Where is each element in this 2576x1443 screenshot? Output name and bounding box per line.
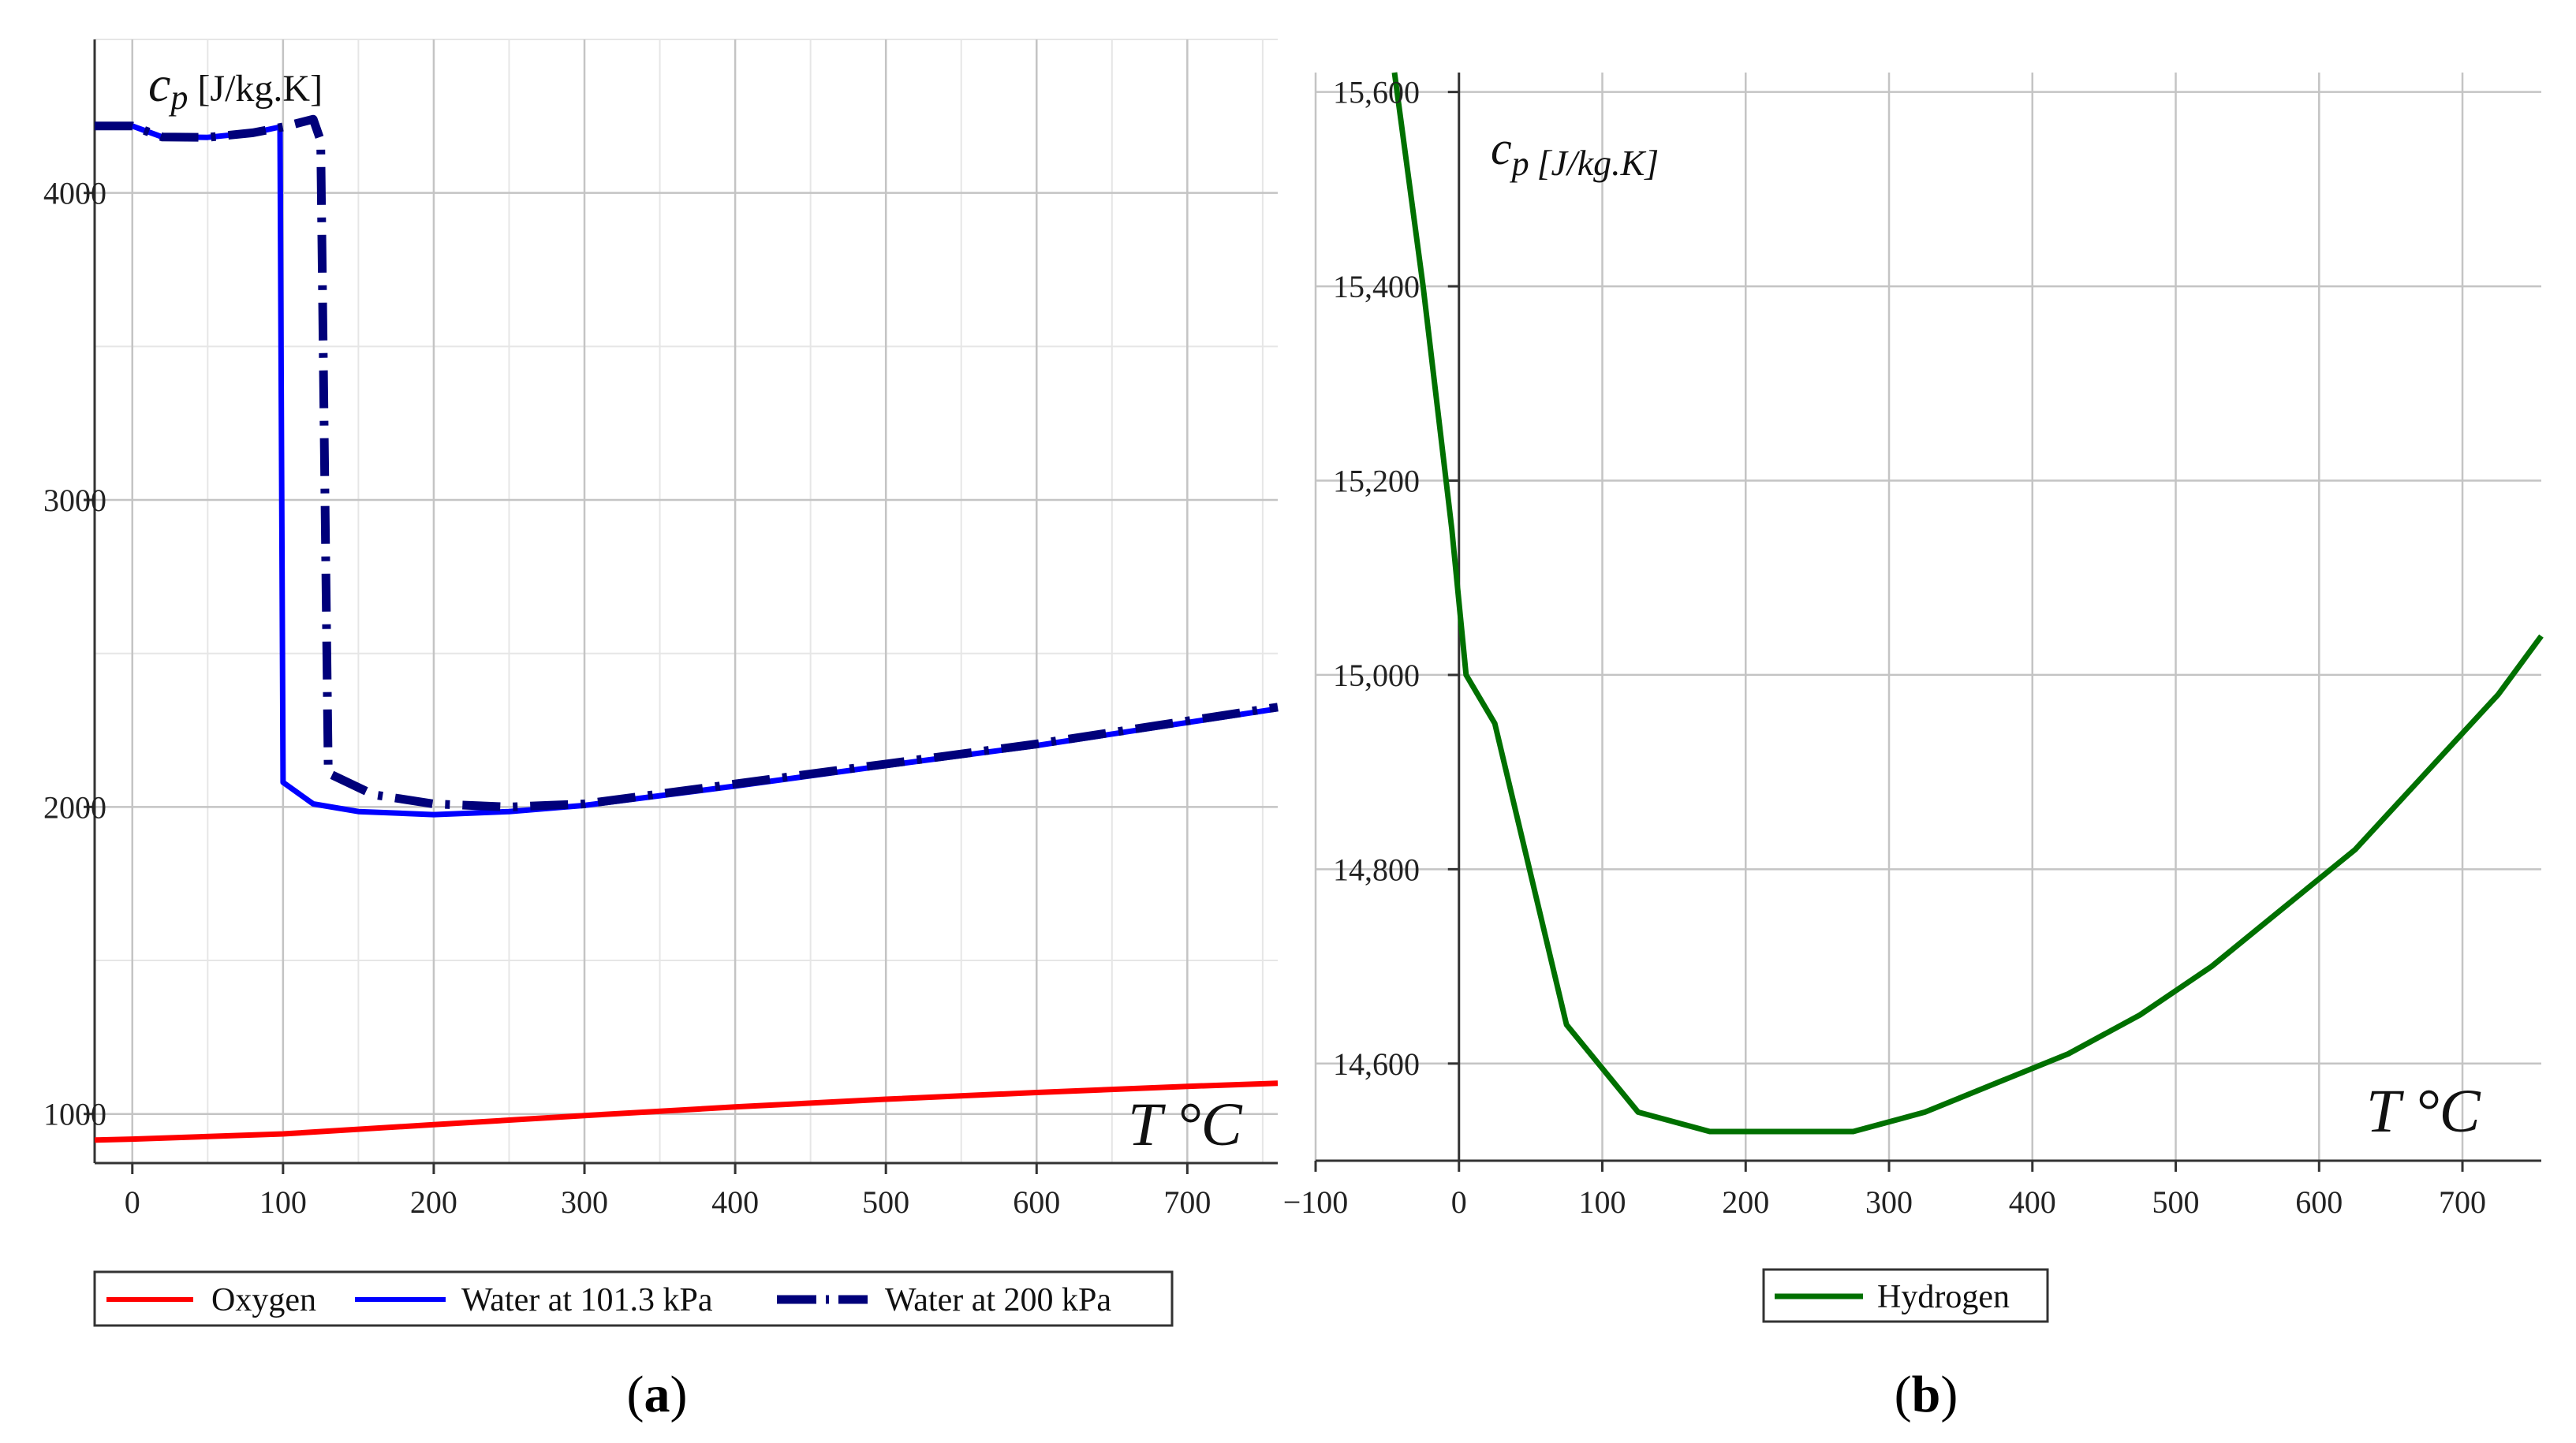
panel-caption-a: (a) [627, 1366, 688, 1423]
chart-panel-b: −100 0 100 200 300 400 500 600 700 14,600 14,800 15… [1283, 72, 2544, 1220]
x-tick-label-b: −100 [1283, 1184, 1349, 1220]
x-tick-label-a: 300 [561, 1184, 608, 1220]
x-tick-label-b: 400 [2009, 1184, 2056, 1220]
chart-panel-a: 0 100 200 300 400 500 600 700 1000 2000 3000 4000 c… [43, 39, 1279, 1220]
tick-labels-a: 0 100 200 300 400 500 600 700 1000 2000 3000 4000 [43, 176, 1211, 1220]
y-tick-label-b: 14,800 [1333, 852, 1420, 887]
x-tick-label-a: 400 [711, 1184, 759, 1220]
x-tick-label-a: 100 [259, 1184, 307, 1220]
y-tick-label-b: 15,000 [1333, 658, 1420, 693]
axes-a [84, 39, 1278, 1174]
x-axis-label-b: T °C [2366, 1076, 2481, 1145]
y-axis-label-main-a: c [148, 56, 170, 112]
x-tick-label-b: 600 [2295, 1184, 2343, 1220]
legend-label-hydrogen: Hydrogen [1877, 1279, 2010, 1315]
x-tick-label-a: 200 [410, 1184, 457, 1220]
y-axis-label-main-b: c [1491, 122, 1512, 174]
panel-caption-b-letter: b [1912, 1366, 1941, 1423]
x-axis-label-a: T °C [1128, 1090, 1243, 1158]
y-axis-label-sub-a: p [168, 78, 188, 117]
x-tick-label-a: 600 [1013, 1184, 1060, 1220]
y-axis-label-sub-b: p [1510, 144, 1529, 183]
x-tick-label-b: 0 [1451, 1184, 1467, 1220]
plot-area-b [1316, 73, 2541, 1161]
legend-b: Hydrogen [1762, 1268, 2049, 1323]
x-tick-label-b: 300 [1865, 1184, 1913, 1220]
y-tick-label-a: 1000 [43, 1097, 106, 1132]
x-tick-label-b: 200 [1722, 1184, 1769, 1220]
y-tick-label-b: 15,600 [1333, 75, 1420, 110]
panel-caption-b: (b) [1895, 1366, 1958, 1423]
legend-label-oxygen: Oxygen [211, 1282, 316, 1318]
series-group-a [95, 114, 1279, 1143]
legend-label-water-101: Water at 101.3 kPa [461, 1282, 713, 1318]
y-axis-label-b: cp [J/kg.K] [1491, 122, 1659, 183]
y-tick-label-a: 4000 [43, 176, 106, 211]
y-tick-label-b: 15,400 [1333, 269, 1420, 304]
series-group-b [1391, 72, 2544, 1135]
legend-box-a [93, 1270, 1174, 1327]
x-tick-label-a: 0 [125, 1184, 140, 1220]
series-line-oxygen [95, 1080, 1279, 1143]
x-tick-label-b: 500 [2152, 1184, 2200, 1220]
x-tick-label-b: 100 [1579, 1184, 1626, 1220]
y-tick-label-b: 14,600 [1333, 1046, 1420, 1082]
y-tick-label-a: 2000 [43, 789, 106, 825]
y-axis-label-unit-b: [J/kg.K] [1537, 143, 1659, 183]
series-line-hydrogen [1391, 72, 2544, 1135]
y-axis-label-a: cp [J/kg.K] [148, 56, 323, 117]
legend-label-water-200: Water at 200 kPa [885, 1282, 1111, 1318]
series-line-water-at-200-kpa [95, 114, 1279, 811]
legend-a: Oxygen Water at 101.3 kPa Water at 200 k… [93, 1270, 1174, 1327]
x-tick-label-a: 700 [1163, 1184, 1211, 1220]
y-axis-label-unit-a: [J/kg.K] [197, 68, 323, 110]
y-tick-label-b: 15,200 [1333, 464, 1420, 499]
y-tick-label-a: 3000 [43, 483, 106, 518]
plot-area-a [95, 39, 1278, 1163]
x-tick-label-b: 700 [2439, 1184, 2486, 1220]
tick-labels-b: −100 0 100 200 300 400 500 600 700 14,600 14,800 15… [1283, 75, 2486, 1220]
panel-caption-a-letter: a [644, 1366, 670, 1423]
x-tick-label-a: 500 [862, 1184, 909, 1220]
